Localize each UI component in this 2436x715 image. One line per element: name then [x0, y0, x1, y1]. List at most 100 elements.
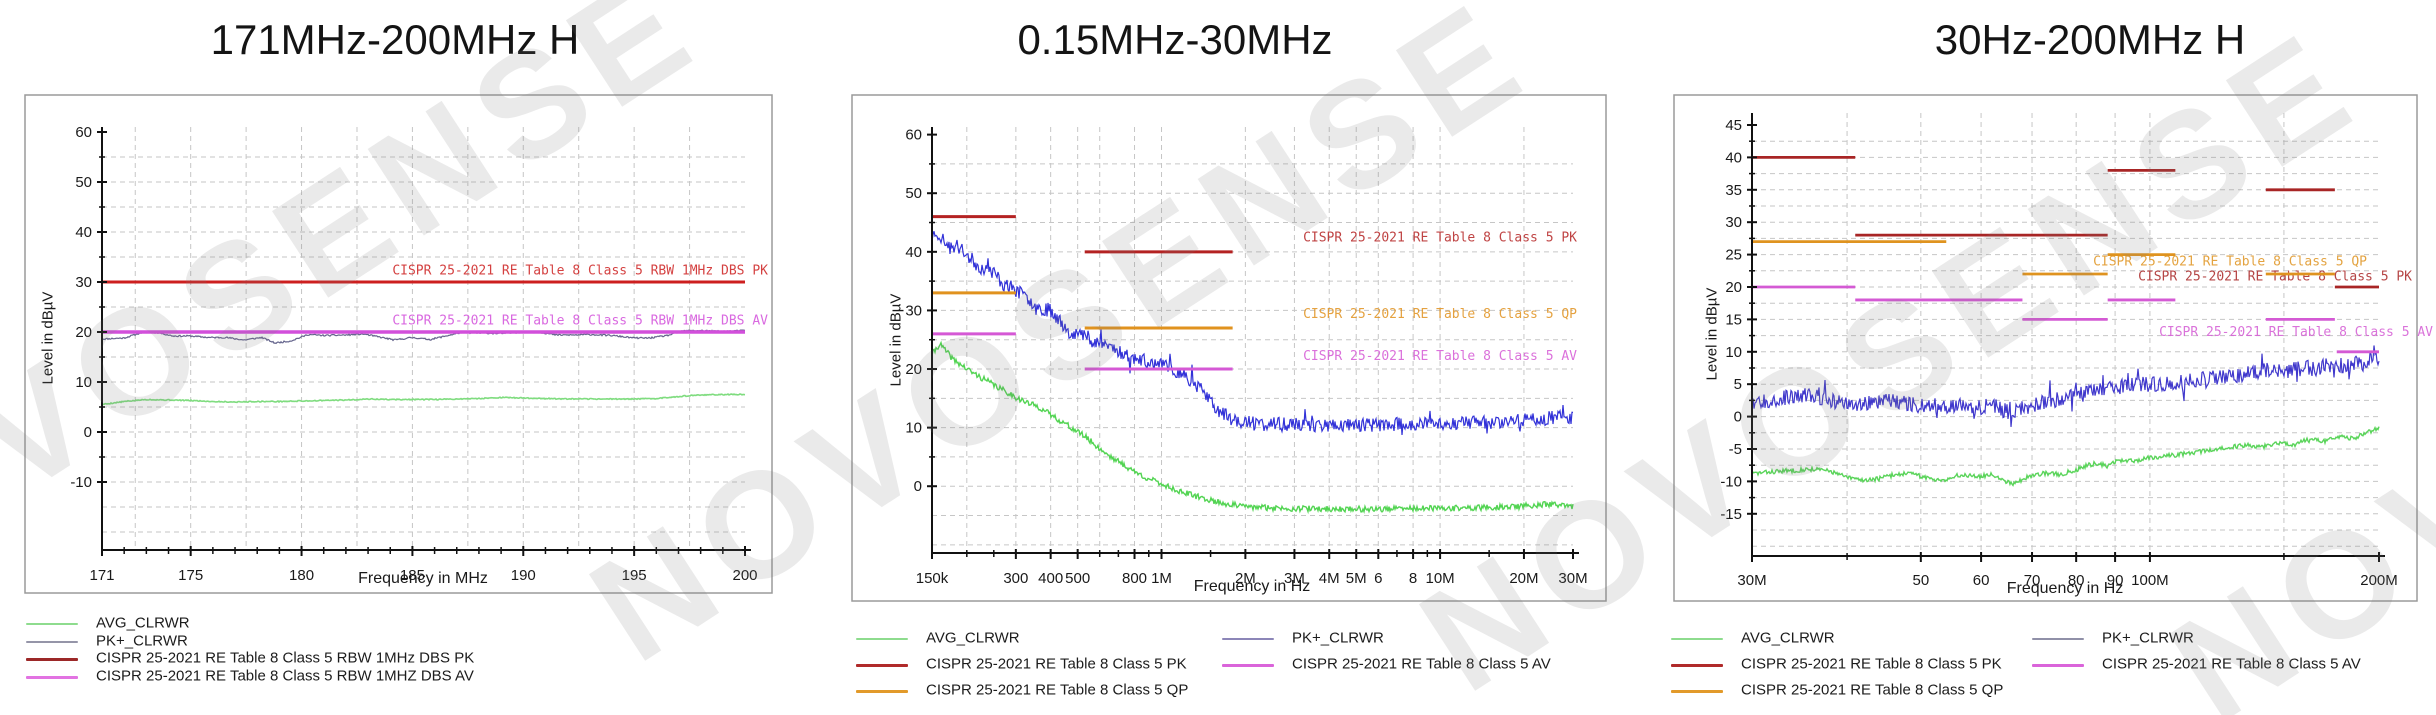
chart1-title: 171MHz-200MHz H [210, 16, 580, 63]
svg-text:50: 50 [905, 185, 922, 202]
svg-text:300: 300 [1003, 570, 1028, 587]
trace-AVG_CLRWR [101, 393, 746, 406]
svg-text:6: 6 [1374, 570, 1382, 587]
legend-swatch-cispr-25-2021-re-table-8-class-5-rbw-1mhz-dbs-av [26, 676, 78, 679]
legend-label: AVG_CLRWR [1741, 629, 1835, 647]
svg-text:190: 190 [511, 567, 536, 584]
legend-label: AVG_CLRWR [926, 629, 1020, 647]
legend-label: PK+_CLRWR [1292, 629, 1384, 647]
limit-label: CISPR 25-2021 RE Table 8 Class 5 RBW 1MH… [392, 264, 768, 279]
legend-label: CISPR 25-2021 RE Table 8 Class 5 RBW 1MH… [96, 667, 474, 685]
svg-text:50: 50 [75, 174, 92, 191]
legend-label: CISPR 25-2021 RE Table 8 Class 5 PK [1741, 655, 2002, 673]
svg-text:500: 500 [1065, 570, 1090, 587]
svg-text:0: 0 [914, 478, 922, 495]
svg-text:0: 0 [84, 424, 92, 441]
svg-text:2M: 2M [1235, 570, 1256, 587]
chart1-ylabel: Level in dBµV [39, 291, 57, 385]
legend-label: CISPR 25-2021 RE Table 8 Class 5 PK [926, 655, 1187, 673]
legend-swatch-pk-clrwr [1222, 638, 1274, 640]
legend-swatch-pk-clrwr [26, 641, 78, 643]
svg-text:60: 60 [75, 124, 92, 141]
legend-swatch-cispr-25-2021-re-table-8-class-5-rbw-1mhz-dbs-pk [26, 658, 78, 661]
legend-swatch-cispr-25-2021-re-table-8-class-5-qp [1671, 690, 1723, 693]
svg-text:3M: 3M [1284, 570, 1305, 587]
limit-label: CISPR 25-2021 RE Table 8 Class 5 PK [1303, 230, 1577, 245]
svg-text:70: 70 [2024, 572, 2041, 589]
svg-text:80: 80 [2068, 572, 2085, 589]
chart2-title: 0.15MHz-30MHz [1017, 16, 1333, 63]
svg-text:30M: 30M [1558, 570, 1587, 587]
trace-PK+_CLRWR [931, 231, 1574, 436]
legend-swatch-cispr-25-2021-re-table-8-class-5-pk [1671, 664, 1723, 667]
svg-text:-10: -10 [1720, 473, 1742, 490]
limit-lines: CISPR 25-2021 RE Table 8 Class 5 RBW 1MH… [102, 264, 768, 334]
svg-text:35: 35 [1725, 182, 1742, 199]
limit-label: CISPR 25-2021 RE Table 8 Class 5 AV [2159, 325, 2433, 340]
legend-swatch-avg-clrwr [856, 638, 908, 640]
svg-text:30: 30 [1725, 214, 1742, 231]
svg-text:10: 10 [1725, 344, 1742, 361]
axes [101, 127, 751, 551]
chart1-xlabel: Frequency in MHz [358, 570, 488, 587]
svg-text:-10: -10 [70, 474, 92, 491]
chart3-ylabel: Level in dBµV [1703, 287, 1721, 381]
legend-swatch-pk-clrwr [2032, 638, 2084, 640]
svg-text:50: 50 [1912, 572, 1929, 589]
limit-label: CISPR 25-2021 RE Table 8 Class 5 QP [2093, 255, 2367, 270]
limit-lines: CISPR 25-2021 RE Table 8 Class 5 PKCISPR… [1752, 155, 2433, 354]
legend-label: CISPR 25-2021 RE Table 8 Class 5 RBW 1MH… [96, 649, 475, 667]
legend-swatch-cispr-25-2021-re-table-8-class-5-av [1222, 664, 1274, 667]
svg-text:0: 0 [1734, 409, 1742, 426]
traces [931, 231, 1574, 515]
legend-label: CISPR 25-2021 RE Table 8 Class 5 AV [2102, 655, 2361, 673]
legend-swatch-cispr-25-2021-re-table-8-class-5-pk [856, 664, 908, 667]
svg-text:30: 30 [75, 274, 92, 291]
svg-text:20: 20 [905, 361, 922, 378]
svg-text:5: 5 [1734, 376, 1742, 393]
legend-label: CISPR 25-2021 RE Table 8 Class 5 QP [1741, 681, 2004, 699]
svg-text:40: 40 [75, 224, 92, 241]
limit-label: CISPR 25-2021 RE Table 8 Class 5 PK [2138, 270, 2412, 285]
legend-label: PK+_CLRWR [96, 632, 188, 650]
legend-swatch-avg-clrwr [1671, 638, 1723, 640]
svg-text:185: 185 [400, 567, 425, 584]
svg-text:40: 40 [905, 244, 922, 261]
ticks: 60 50 40 30 20 10 0 150k 300 400 500 800 1M 2M 3M 4M 5M 6… [905, 127, 1587, 587]
chart-frame [1673, 94, 2418, 602]
svg-text:400: 400 [1038, 570, 1063, 587]
svg-text:100M: 100M [2131, 572, 2169, 589]
svg-text:-15: -15 [1720, 506, 1742, 523]
chart3-xlabel: Frequency in Hz [2006, 580, 2124, 597]
chart-frame [24, 94, 773, 594]
legend-label: CISPR 25-2021 RE Table 8 Class 5 AV [1292, 655, 1551, 673]
svg-text:10: 10 [75, 374, 92, 391]
svg-text:5M: 5M [1346, 570, 1367, 587]
svg-text:30M: 30M [1737, 572, 1766, 589]
svg-text:25: 25 [1725, 247, 1742, 264]
svg-text:175: 175 [178, 567, 203, 584]
svg-text:90: 90 [2107, 572, 2124, 589]
chart3-title: 30Hz-200MHz H [1934, 16, 2246, 63]
trace-PK+_CLRWR [101, 329, 746, 345]
chart2-xlabel: Frequency in Hz [1193, 578, 1311, 595]
ticks: 60 50 40 30 20 10 0 -10 171 175 180 185 190 195 200 [70, 124, 757, 584]
svg-text:10M: 10M [1425, 570, 1454, 587]
svg-text:-5: -5 [1729, 441, 1742, 458]
svg-text:40: 40 [1725, 149, 1742, 166]
svg-text:15: 15 [1725, 311, 1742, 328]
legend-label: AVG_CLRWR [96, 614, 190, 632]
svg-text:4M: 4M [1319, 570, 1340, 587]
svg-text:45: 45 [1725, 117, 1742, 134]
chart-2: CISPR 25-2021 RE Table 8 Class 5 PK CISPR… [851, 94, 1607, 602]
svg-text:20M: 20M [1509, 570, 1538, 587]
legend-label: CISPR 25-2021 RE Table 8 Class 5 QP [926, 681, 1189, 699]
svg-text:8: 8 [1409, 570, 1417, 587]
chart-3: CISPR 25-2021 RE Table 8 Class 5 PKCISPR… [1673, 94, 2433, 602]
grid [932, 127, 1573, 553]
traces [1751, 345, 2380, 487]
svg-text:171: 171 [89, 567, 114, 584]
svg-text:195: 195 [622, 567, 647, 584]
